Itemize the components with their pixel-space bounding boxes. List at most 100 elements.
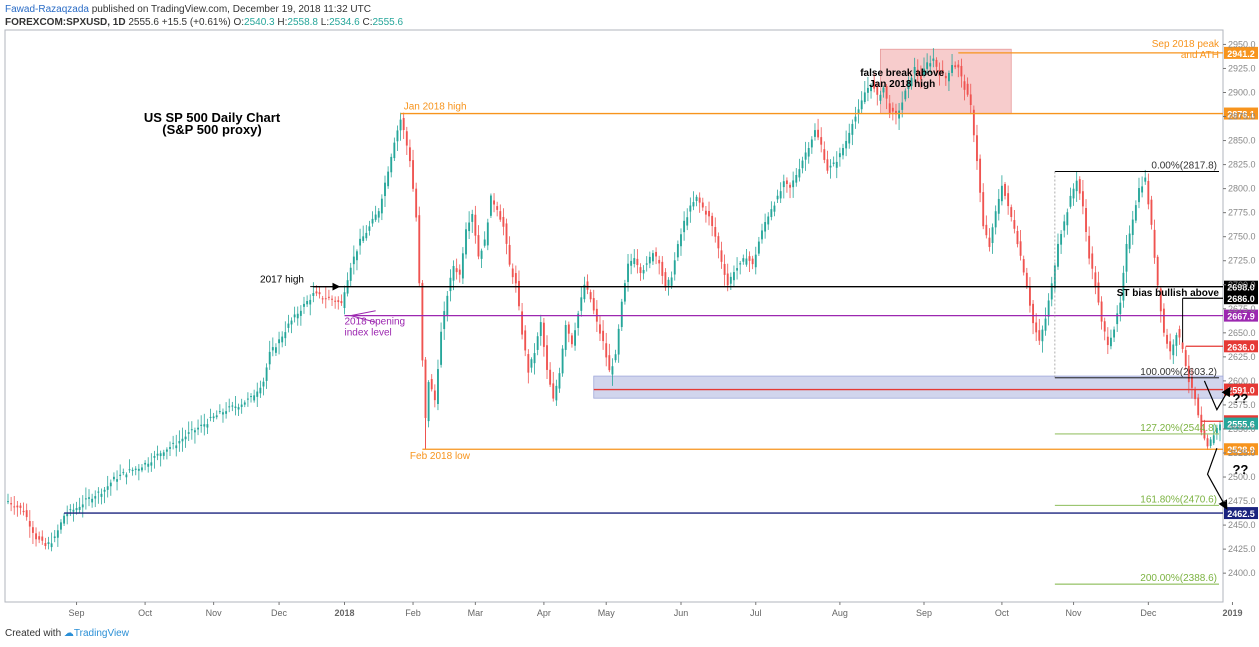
candle-body	[876, 86, 879, 95]
candle-body	[829, 165, 832, 168]
y-tick-label: 2500.0	[1228, 472, 1256, 482]
candle-body	[427, 382, 430, 422]
x-tick-label: Mar	[468, 608, 484, 618]
fib-label-2: 127.20%(2544.8)	[1140, 423, 1217, 434]
candle-body	[1035, 322, 1038, 333]
candle-body	[599, 324, 601, 334]
candle-body	[1110, 337, 1112, 347]
candle-body	[552, 383, 555, 399]
candle-body	[1072, 188, 1075, 199]
created-with: Created with	[5, 628, 62, 639]
candle-body	[652, 253, 654, 262]
candle-body	[863, 92, 866, 103]
candle-body	[938, 69, 941, 76]
candle-body	[203, 424, 206, 427]
candle-body	[446, 295, 449, 316]
tradingview-brand[interactable]: TradingView	[73, 628, 129, 639]
x-tick-label: Dec	[271, 608, 288, 618]
candle-body	[704, 210, 707, 215]
candle-body	[147, 463, 150, 467]
candle-body	[633, 258, 636, 264]
candle-body	[437, 369, 439, 405]
candle-body	[496, 206, 499, 210]
candle-body	[209, 416, 212, 418]
price-tag-2017-high: 2698.0	[1227, 283, 1255, 293]
candle-body	[627, 263, 629, 282]
candle-body	[250, 396, 252, 398]
candle-body	[287, 323, 290, 328]
price-tag-2018-open: 2667.9	[1227, 312, 1255, 322]
candle-body	[963, 81, 966, 90]
candle-body	[1147, 180, 1150, 205]
candle-body	[898, 110, 901, 119]
candle-body	[343, 292, 346, 309]
candle-body	[324, 298, 327, 300]
candle-body	[960, 65, 963, 77]
candle-body	[1007, 193, 1010, 207]
candle-body	[539, 322, 542, 336]
candle-body	[748, 256, 751, 261]
x-tick-label: Jun	[674, 608, 689, 618]
candle-body	[331, 298, 333, 300]
candle-body	[586, 281, 589, 290]
candle-body	[483, 239, 486, 246]
candle-body	[698, 197, 701, 203]
candle-body	[673, 260, 676, 275]
open-value: 2540.3	[244, 17, 275, 28]
candle-body	[770, 209, 773, 218]
candle-body	[919, 75, 922, 80]
y-tick-label: 2825.0	[1228, 160, 1256, 170]
candle-body	[271, 347, 274, 351]
price-tag-level-2591: 2591.0	[1227, 386, 1255, 396]
publish-info: published on TradingView.com, December 1…	[88, 4, 371, 15]
candle-body	[178, 440, 181, 444]
candle-body	[1119, 302, 1122, 314]
close-label: C:	[362, 17, 373, 28]
candle-body	[932, 58, 935, 61]
candle-body	[642, 269, 645, 274]
candle-body	[13, 506, 16, 508]
candle-body	[365, 232, 368, 239]
candle-body	[826, 159, 829, 171]
candle-body	[1016, 230, 1019, 245]
author-link[interactable]: Fawad-Razaqzada	[5, 4, 89, 15]
candle-body	[72, 509, 75, 512]
candle-body	[265, 367, 268, 381]
candle-body	[1181, 342, 1184, 349]
price-tag-level-2462: 2462.5	[1227, 509, 1255, 519]
candle-body	[47, 542, 50, 545]
candle-body	[686, 217, 689, 226]
candle-body	[256, 391, 259, 397]
candle-body	[754, 254, 757, 268]
x-tick-label: Dec	[1140, 608, 1157, 618]
candle-body	[125, 474, 128, 478]
candle-body	[916, 69, 919, 75]
price-tag-bg-level-2462	[1224, 507, 1258, 520]
candle-body	[19, 505, 22, 508]
candle-body	[306, 300, 309, 305]
candle-body	[81, 504, 84, 508]
candle-body	[801, 160, 804, 169]
price-tag-sep-2018-peak: 2941.2	[1227, 49, 1255, 59]
candle-body	[1081, 191, 1084, 207]
candle-body	[1184, 350, 1187, 366]
x-tick-label: Oct	[995, 608, 1010, 618]
candle-body	[240, 404, 243, 407]
candle-body	[197, 427, 199, 430]
price-tag-bg-st-bias	[1224, 292, 1258, 305]
candle-body	[88, 497, 90, 499]
candle-body	[1125, 243, 1128, 272]
candle-body	[733, 272, 735, 281]
candle-body	[106, 486, 109, 490]
candle-body	[91, 498, 94, 503]
candle-body	[1175, 335, 1178, 346]
candle-body	[923, 68, 925, 75]
candle-body	[443, 311, 446, 330]
candle-body	[284, 332, 287, 339]
candle-body	[680, 234, 682, 247]
chart-header: Fawad-Razaqzada published on TradingView…	[5, 3, 403, 29]
y-tick-label: 2550.0	[1228, 424, 1256, 434]
candle-body	[947, 72, 950, 82]
candle-body	[676, 244, 679, 258]
